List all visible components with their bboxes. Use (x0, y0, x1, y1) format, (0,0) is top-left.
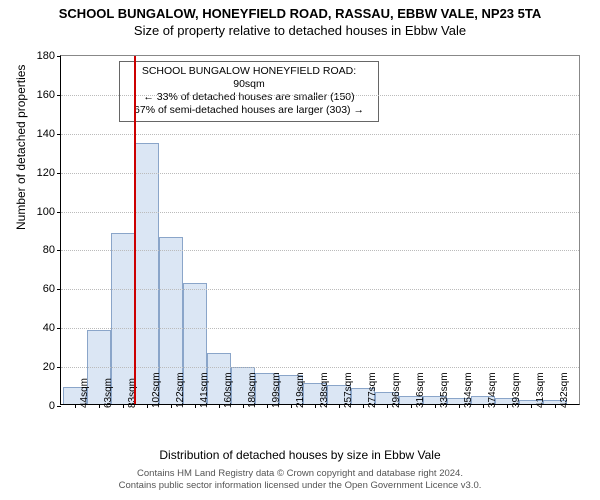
x-tick-mark (99, 404, 100, 408)
y-tick-label: 20 (43, 361, 55, 373)
chart-title-line2: Size of property relative to detached ho… (0, 21, 600, 38)
footer-line2: Contains public sector information licen… (0, 480, 600, 492)
x-tick-mark (363, 404, 364, 408)
x-tick-mark (123, 404, 124, 408)
y-tick-label: 140 (37, 128, 55, 140)
y-tick-label: 60 (43, 283, 55, 295)
subject-marker-line (134, 56, 136, 404)
x-tick-mark (195, 404, 196, 408)
chart-plot-area: SCHOOL BUNGALOW HONEYFIELD ROAD: 90sqm ←… (60, 55, 580, 405)
gridline (61, 173, 579, 174)
x-tick-label: 335sqm (439, 372, 450, 408)
x-tick-mark (267, 404, 268, 408)
y-tick-mark (57, 367, 61, 368)
x-tick-label: 413sqm (535, 372, 546, 408)
y-tick-label: 120 (37, 167, 55, 179)
chart-title-line1: SCHOOL BUNGALOW, HONEYFIELD ROAD, RASSAU… (0, 0, 600, 21)
x-tick-mark (531, 404, 532, 408)
y-tick-label: 80 (43, 244, 55, 256)
x-tick-label: 393sqm (511, 372, 522, 408)
x-tick-label: 83sqm (127, 378, 138, 408)
y-tick-mark (57, 212, 61, 213)
annotation-line1: SCHOOL BUNGALOW HONEYFIELD ROAD: 90sqm (126, 65, 372, 91)
x-tick-label: 180sqm (247, 372, 258, 408)
gridline (61, 95, 579, 96)
x-tick-mark (507, 404, 508, 408)
annotation-line2: ← 33% of detached houses are smaller (15… (126, 91, 372, 104)
y-tick-mark (57, 134, 61, 135)
y-tick-mark (57, 250, 61, 251)
x-tick-mark (243, 404, 244, 408)
x-tick-mark (339, 404, 340, 408)
x-tick-label: 316sqm (415, 372, 426, 408)
x-tick-label: 277sqm (367, 372, 378, 408)
y-tick-mark (57, 173, 61, 174)
x-tick-mark (555, 404, 556, 408)
y-tick-mark (57, 56, 61, 57)
y-tick-label: 40 (43, 322, 55, 334)
x-tick-label: 122sqm (175, 372, 186, 408)
gridline (61, 328, 579, 329)
y-tick-mark (57, 289, 61, 290)
x-tick-label: 257sqm (343, 372, 354, 408)
x-tick-label: 160sqm (223, 372, 234, 408)
x-tick-mark (219, 404, 220, 408)
x-tick-mark (291, 404, 292, 408)
x-tick-label: 238sqm (319, 372, 330, 408)
y-tick-mark (57, 95, 61, 96)
x-tick-mark (435, 404, 436, 408)
y-tick-label: 0 (49, 400, 55, 412)
x-tick-mark (483, 404, 484, 408)
x-tick-label: 102sqm (151, 372, 162, 408)
histogram-bar (135, 143, 159, 404)
gridline (61, 250, 579, 251)
y-tick-label: 160 (37, 89, 55, 101)
x-axis-label: Distribution of detached houses by size … (0, 448, 600, 462)
x-tick-label: 63sqm (103, 378, 114, 408)
x-tick-label: 44sqm (79, 378, 90, 408)
x-tick-label: 374sqm (487, 372, 498, 408)
x-tick-mark (459, 404, 460, 408)
x-tick-label: 219sqm (295, 372, 306, 408)
annotation-box: SCHOOL BUNGALOW HONEYFIELD ROAD: 90sqm ←… (119, 61, 379, 122)
gridline (61, 289, 579, 290)
gridline (61, 367, 579, 368)
y-tick-label: 180 (37, 50, 55, 62)
y-tick-mark (57, 328, 61, 329)
x-tick-label: 354sqm (463, 372, 474, 408)
x-tick-mark (315, 404, 316, 408)
x-tick-mark (171, 404, 172, 408)
x-tick-label: 296sqm (391, 372, 402, 408)
y-tick-mark (57, 406, 61, 407)
footer-attribution: Contains HM Land Registry data © Crown c… (0, 468, 600, 492)
annotation-line3: 67% of semi-detached houses are larger (… (126, 104, 372, 117)
y-axis-label: Number of detached properties (14, 65, 28, 230)
x-tick-label: 141sqm (199, 372, 210, 408)
gridline (61, 212, 579, 213)
x-tick-label: 432sqm (559, 372, 570, 408)
y-tick-label: 100 (37, 206, 55, 218)
x-tick-mark (387, 404, 388, 408)
x-tick-mark (411, 404, 412, 408)
gridline (61, 134, 579, 135)
x-tick-mark (147, 404, 148, 408)
x-tick-label: 199sqm (271, 372, 282, 408)
footer-line1: Contains HM Land Registry data © Crown c… (0, 468, 600, 480)
x-tick-mark (75, 404, 76, 408)
